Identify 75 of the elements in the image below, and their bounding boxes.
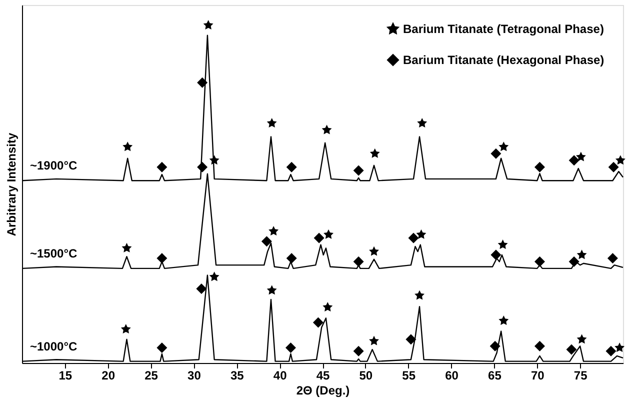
legend-label: Barium Titanate (Tetragonal Phase) [403,22,604,36]
point [286,253,297,264]
point [498,142,509,152]
point [576,250,587,260]
point [369,246,379,256]
point [353,256,364,267]
point [534,256,545,267]
point [607,253,618,264]
x-tick-label: 45 [316,368,330,382]
x-tick-label: 70 [530,368,545,382]
series-label: ~1900°C [30,158,78,173]
series-label: ~1000°C [30,339,78,354]
x-tick-label: 20 [102,368,116,382]
point [285,342,296,354]
point [324,229,334,239]
x-tick-label: 60 [445,368,459,382]
point [614,342,625,352]
point [156,162,168,172]
point [498,316,509,326]
point [534,162,545,172]
point [576,152,586,162]
x-tick-label: 65 [488,368,502,382]
x-tick-label: 40 [273,368,288,382]
point [416,229,426,239]
y-axis-title: Arbitrary Intensity [4,132,18,236]
point [490,148,502,159]
point [606,346,616,356]
point [370,148,380,158]
point [414,290,424,300]
point [369,336,379,346]
point [406,334,416,345]
point [576,334,587,344]
point [266,118,277,128]
point [156,342,168,354]
point [266,285,277,295]
point [534,340,545,352]
x-tick-label: 50 [359,368,373,382]
point [615,155,626,165]
point [209,272,220,282]
point [261,236,272,247]
point [490,250,502,260]
point [122,242,132,252]
point [314,232,324,244]
point [197,162,208,172]
x-tick-label: 15 [58,368,72,382]
point [417,118,428,128]
point [203,20,214,30]
x-tick-label: 75 [574,368,588,382]
point [209,155,220,165]
point [498,240,508,250]
point [608,162,619,172]
point [122,142,133,152]
x-tick-label: 30 [188,368,202,382]
x-tick-label: 55 [402,368,416,382]
point [120,324,131,334]
point [197,77,208,88]
series-label: ~1500°C [30,246,78,260]
point [312,317,324,328]
point [568,256,580,267]
point [353,165,364,176]
x-tick-label: 35 [230,368,244,382]
legend-label: Barium Titanate (Hexagonal Phase) [403,53,604,67]
point [286,162,297,172]
point [268,226,279,236]
point [490,340,500,352]
point [322,302,333,312]
point [196,283,207,294]
point [322,124,332,134]
point [353,346,364,356]
point [568,155,580,166]
point [408,232,419,244]
x-tick-label: 25 [144,368,158,382]
point [566,344,577,355]
x-axis-title: 2Θ (Deg.) [296,384,350,398]
point [156,253,168,264]
